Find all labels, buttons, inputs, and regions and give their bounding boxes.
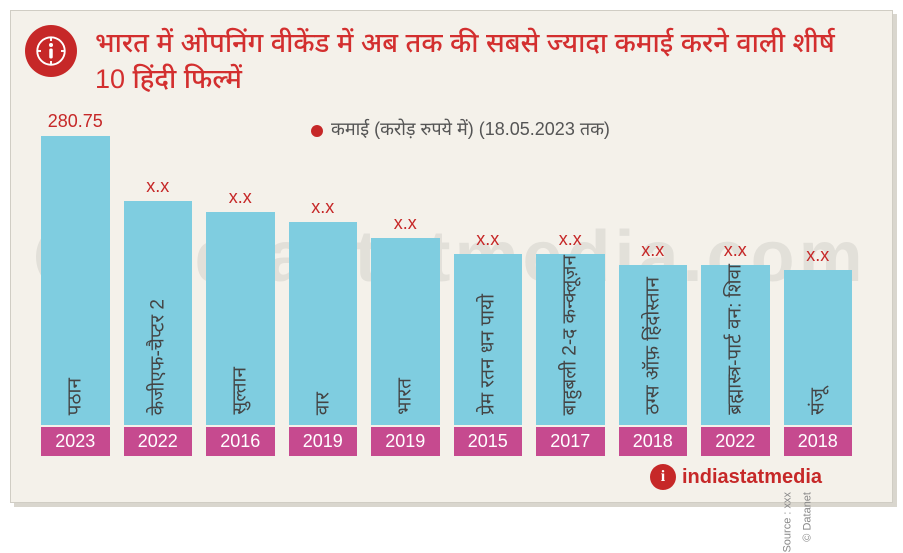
- bar-year: 2022: [701, 427, 770, 456]
- bar: सुल्तान: [206, 212, 275, 425]
- bar-label: सुल्तान: [228, 367, 253, 415]
- bar-value: x.x: [311, 197, 334, 218]
- source-label: Source : xxx: [782, 492, 794, 553]
- bar-value: x.x: [724, 240, 747, 261]
- bar-year: 2019: [289, 427, 358, 456]
- bar: भारत: [371, 238, 440, 425]
- bars-container: 280.75 पठान 2023 x.x केजीएफ-चैप्टर 2 2022 x.x स…: [41, 111, 852, 456]
- bar: केजीएफ-चैप्टर 2: [124, 201, 193, 425]
- bar-col: x.x बाहुबली 2-द कन्क्लूज़न 2017: [536, 111, 605, 456]
- brand-text: indiastatmedia: [682, 466, 822, 489]
- bar: ब्रह्मास्त्र-पार्ट वन: शिवा: [701, 265, 770, 425]
- info-badge: [25, 25, 77, 77]
- bar-year: 2017: [536, 427, 605, 456]
- bar-value: x.x: [146, 176, 169, 197]
- bar: संजू: [784, 270, 853, 425]
- bar-col: 280.75 पठान 2023: [41, 111, 110, 456]
- bar-value: x.x: [641, 240, 664, 261]
- bar-year: 2019: [371, 427, 440, 456]
- bar: प्रेम रतन धन पायो: [454, 254, 523, 425]
- bar-value: x.x: [476, 229, 499, 250]
- bar-value: x.x: [806, 245, 829, 266]
- bar-col: x.x प्रेम रतन धन पायो 2015: [454, 111, 523, 456]
- bar-year: 2015: [454, 427, 523, 456]
- bar-year: 2023: [41, 427, 110, 456]
- bar-label: वार: [310, 392, 335, 415]
- bar-col: x.x केजीएफ-चैप्टर 2 2022: [124, 111, 193, 456]
- bar-value: x.x: [559, 229, 582, 250]
- bar-label: ठग्स ऑफ़ हिंदोस्तान: [640, 277, 665, 415]
- bar-label: भारत: [393, 378, 418, 415]
- bar-year: 2018: [619, 427, 688, 456]
- bar: वार: [289, 222, 358, 425]
- bar-col: x.x भारत 2019: [371, 111, 440, 456]
- bar-label: ब्रह्मास्त्र-पार्ट वन: शिवा: [723, 264, 748, 415]
- bar-year: 2016: [206, 427, 275, 456]
- bar-col: x.x ब्रह्मास्त्र-पार्ट वन: शिवा 2022: [701, 111, 770, 456]
- bar: ठग्स ऑफ़ हिंदोस्तान: [619, 265, 688, 425]
- bar-value: x.x: [229, 187, 252, 208]
- bar-label: बाहुबली 2-द कन्क्लूज़न: [558, 255, 583, 416]
- bar-value: 280.75: [48, 111, 103, 132]
- brand-icon: i: [650, 464, 676, 490]
- footer-brand: i indiastatmedia: [650, 464, 822, 490]
- bar-year: 2022: [124, 427, 193, 456]
- bar: बाहुबली 2-द कन्क्लूज़न: [536, 254, 605, 425]
- bar-label: संजू: [805, 388, 830, 415]
- bar: पठान: [41, 136, 110, 425]
- bar-col: x.x वार 2019: [289, 111, 358, 456]
- info-icon: [36, 36, 66, 66]
- bar-col: x.x सुल्तान 2016: [206, 111, 275, 456]
- bar-label: पठान: [63, 378, 88, 415]
- bar-year: 2018: [784, 427, 853, 456]
- bar-col: x.x ठग्स ऑफ़ हिंदोस्तान 2018: [619, 111, 688, 456]
- bar-col: x.x संजू 2018: [784, 111, 853, 456]
- bar-value: x.x: [394, 213, 417, 234]
- copyright-label: © Datanet: [802, 492, 814, 542]
- chart-area: 280.75 पठान 2023 x.x केजीएफ-चैप्टर 2 2022 x.x स…: [41, 111, 852, 456]
- infographic-card: भारत में ओपनिंग वीकेंड में अब तक की सबसे…: [10, 10, 893, 503]
- chart-title: भारत में ओपनिंग वीकेंड में अब तक की सबसे…: [95, 25, 872, 98]
- bar-label: प्रेम रतन धन पायो: [475, 294, 500, 415]
- bar-label: केजीएफ-चैप्टर 2: [145, 299, 170, 415]
